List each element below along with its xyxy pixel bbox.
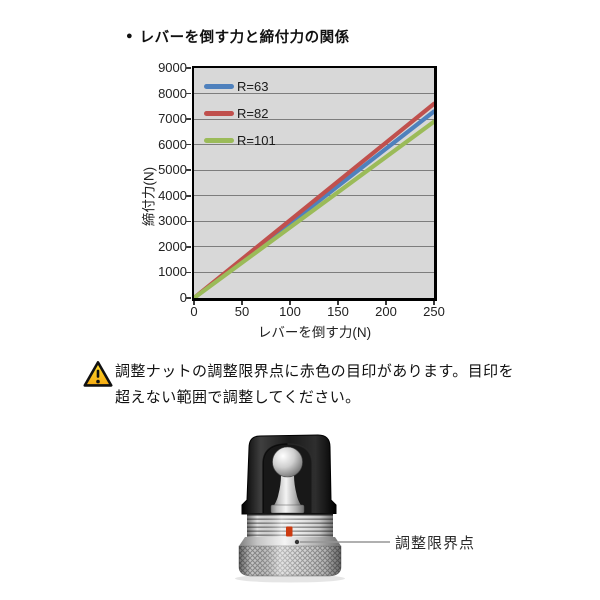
x-tick-mark — [241, 301, 243, 305]
y-tick-mark — [186, 220, 191, 223]
x-tick-label: 250 — [423, 304, 445, 319]
gridline — [194, 220, 434, 222]
x-tick-mark — [385, 301, 387, 305]
legend-item: R=82 — [204, 100, 276, 127]
gridline — [194, 92, 434, 95]
x-tick-mark — [289, 301, 291, 305]
chart-lines — [194, 101, 434, 298]
legend-item: R=63 — [204, 73, 276, 100]
legend-item: R=101 — [204, 127, 276, 154]
y-tick-mark — [186, 92, 191, 95]
y-tick-label: 4000 — [158, 187, 187, 203]
y-tick-label: 1000 — [158, 264, 187, 280]
series-line-R=82 — [194, 101, 434, 298]
y-tick-mark — [186, 118, 191, 120]
y-tick-mark — [186, 169, 191, 171]
warning-text-line1: 調整ナットの調整限界点に赤色の目印があります。目印を — [115, 363, 514, 380]
gridline — [194, 169, 434, 171]
y-tick-mark — [186, 143, 191, 146]
x-tick-label: 100 — [279, 304, 301, 319]
y-tick-label: 8000 — [158, 85, 187, 101]
x-axis-title: レバーを倒す力(N) — [257, 325, 372, 340]
stud-shaft — [273, 475, 302, 506]
section-title-text: レバーを倒す力と締付力の関係 — [139, 30, 350, 46]
adjustment-nut-image — [235, 434, 390, 583]
legend-label: R=63 — [237, 79, 269, 94]
limit-mark — [286, 526, 293, 537]
x-tick-label: 0 — [190, 304, 198, 319]
ball-stud — [272, 446, 303, 478]
x-tick-label: 50 — [234, 304, 250, 319]
y-tick-mark — [186, 271, 191, 274]
y-tick-label: 6000 — [158, 136, 187, 152]
y-tick-mark — [186, 297, 191, 299]
y-tick-mark — [186, 67, 191, 69]
y-tick-label: 3000 — [158, 213, 187, 229]
gridline — [194, 271, 434, 274]
plot-area: R=63 R=82 R=101 — [192, 66, 437, 301]
y-tick-mark — [186, 195, 191, 197]
chart-legend: R=63 R=82 R=101 — [204, 73, 276, 154]
y-tick-label: 9000 — [158, 60, 187, 75]
x-tick-mark — [337, 301, 339, 305]
y-tick-label: 5000 — [158, 162, 187, 178]
series-line-R=101 — [194, 119, 434, 298]
y-tick-label: 7000 — [158, 111, 187, 127]
gridline — [194, 118, 434, 120]
stud-base — [270, 504, 305, 514]
y-tick-mark — [186, 246, 191, 248]
x-tick-label: 200 — [375, 304, 397, 319]
limit-point-label: 調整限界点 — [395, 535, 476, 552]
bullet-icon: ● — [126, 30, 133, 42]
x-tick-label: 150 — [327, 304, 349, 319]
warning-text: 調整ナットの調整限界点に赤色の目印があります。目印を 超えない範囲で調整してくだ… — [115, 359, 545, 411]
warning-triangle-icon — [83, 360, 113, 393]
y-tick-label: 2000 — [158, 238, 187, 254]
gridline — [194, 195, 434, 197]
section-title: ● レバーを倒す力と締付力の関係 — [126, 26, 350, 47]
chart: R=63 R=82 R=101 0 1000 2000 3000 4000 5000 6000 7… — [141, 60, 445, 340]
nut-bevel — [239, 537, 341, 546]
gridline — [194, 144, 434, 146]
x-tick-mark — [193, 301, 195, 305]
legend-swatch — [204, 111, 234, 116]
callout-dot — [294, 539, 300, 545]
legend-swatch — [204, 138, 234, 143]
gridline — [194, 246, 434, 248]
adjustment-nut-figure: 調整限界点 — [200, 428, 560, 598]
legend-label: R=101 — [237, 133, 276, 148]
warning-text-line2: 超えない範囲で調整してください。 — [115, 389, 361, 406]
legend-swatch — [204, 84, 234, 89]
x-tick-mark — [433, 301, 435, 305]
legend-label: R=82 — [237, 106, 269, 121]
y-tick-label: 0 — [179, 290, 187, 305]
y-axis-title: 締付力(N) — [141, 166, 157, 227]
